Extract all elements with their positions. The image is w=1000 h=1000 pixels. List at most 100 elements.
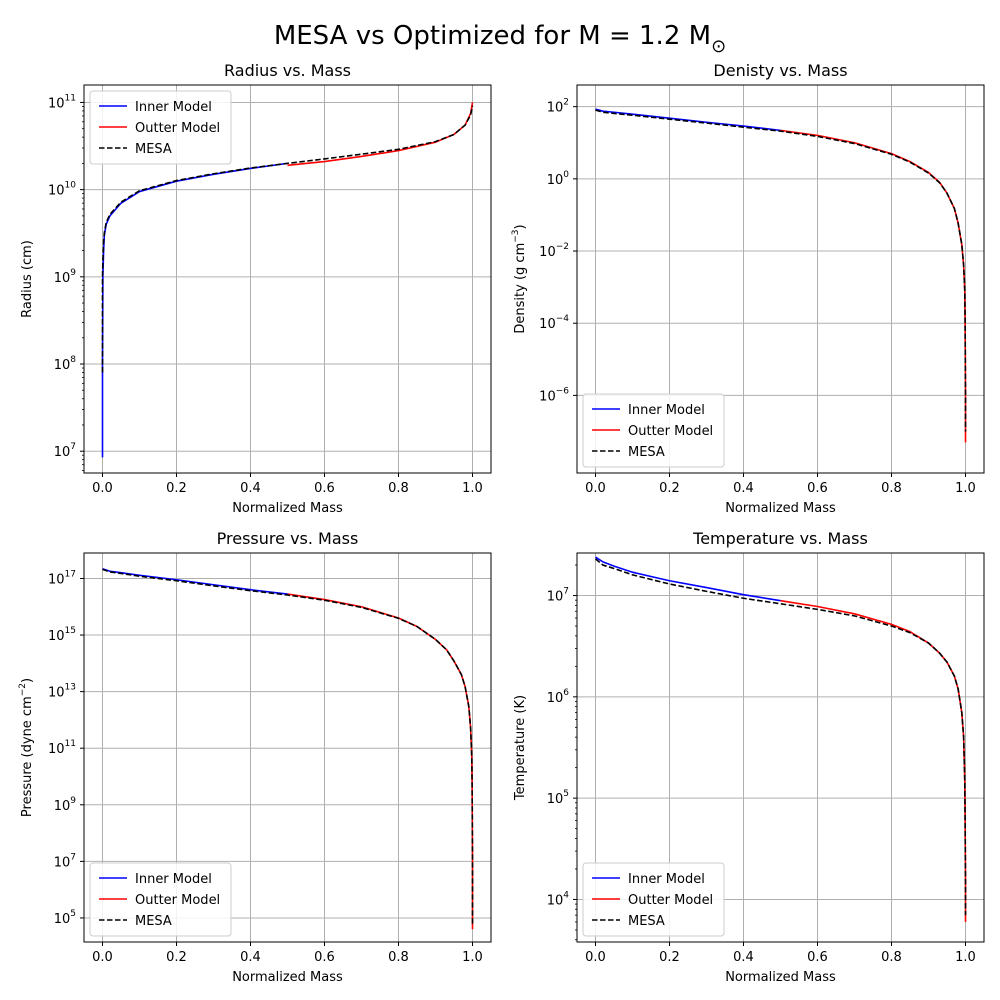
x-tick-label: 0.6: [807, 950, 828, 965]
y-tick-exponent: 4: [563, 890, 569, 900]
y-tick-label: 10−6: [539, 386, 569, 404]
y-axis-label-text: Pressure (dyne cm: [20, 696, 35, 817]
y-tick-exponent: 9: [70, 268, 76, 278]
y-axis-label-close: ): [20, 678, 35, 683]
subplot-temperature-vs-mass: Temperature vs. Mass 0.0 0.2 0.4 0.6 0.8 1.0 10…: [513, 529, 985, 985]
y-tick-label: 1011: [48, 93, 76, 111]
y-tick-base: 10: [547, 792, 564, 807]
x-tick-label: 0.6: [314, 481, 335, 496]
x-tick-label: 1.0: [462, 950, 483, 965]
x-tick-label: 0.8: [881, 481, 902, 496]
legend-label-inner-model: Inner Model: [135, 872, 212, 887]
x-tick-label: 0.4: [240, 950, 261, 965]
y-tick-label: 109: [54, 796, 77, 814]
legend-box: [89, 862, 232, 937]
y-tick-exponent: 7: [70, 442, 76, 452]
legend-label-inner-model: Inner Model: [628, 872, 705, 887]
y-tick-label: 104: [547, 890, 570, 908]
legend-box: [582, 393, 725, 468]
y-tick-base: 10: [54, 358, 71, 373]
y-tick-base: 10: [48, 742, 65, 757]
y-tick-exponent: 13: [65, 683, 76, 693]
y-tick-base: 10: [547, 101, 564, 116]
series-line-outter-model: [780, 599, 967, 922]
y-axis-label: Density (g cm−3): [511, 224, 528, 333]
figure-title: MESA vs Optimized for M = 1.2 M⊙: [274, 21, 726, 57]
y-tick-exponent: −2: [556, 242, 569, 252]
series-line-inner-model: [101, 162, 288, 458]
y-tick-label: 10−2: [539, 242, 569, 260]
y-tick-base: 10: [48, 572, 65, 587]
x-axis-label: Normalized Mass: [232, 501, 343, 516]
x-tick-label: 0.6: [314, 950, 335, 965]
y-tick-label: 106: [547, 688, 570, 706]
x-tick-label: 0.2: [659, 481, 680, 496]
legend-label-outter-model: Outter Model: [135, 121, 220, 136]
y-tick-base: 10: [547, 691, 564, 706]
y-tick-base: 10: [539, 317, 556, 332]
x-tick-label: 0.0: [92, 950, 113, 965]
y-tick-label: 1011: [48, 739, 76, 757]
x-tick-label: 0.4: [240, 481, 261, 496]
y-tick-exponent: −4: [556, 314, 570, 324]
y-axis-label-exponent: −3: [511, 229, 521, 242]
y-tick-label: 107: [54, 852, 76, 870]
y-tick-exponent: 7: [70, 852, 76, 862]
y-tick-exponent: 0: [563, 170, 569, 180]
x-tick-label: 0.2: [659, 950, 680, 965]
y-tick-label: 105: [54, 909, 76, 927]
x-axis-label: Normalized Mass: [725, 970, 836, 985]
legend-label-mesa: MESA: [135, 914, 172, 929]
y-tick-base: 10: [48, 184, 65, 199]
y-axis-label: Temperature (K): [513, 695, 528, 801]
legend-label-mesa: MESA: [628, 914, 665, 929]
y-axis-label-text: Temperature (K): [513, 695, 528, 801]
y-tick-base: 10: [539, 389, 556, 404]
x-tick-label: 1.0: [955, 481, 976, 496]
legend: Inner Model Outter Model MESA: [582, 862, 725, 937]
y-tick-base: 10: [547, 590, 564, 605]
plot-title: Pressure vs. Mass: [217, 529, 359, 548]
y-tick-label: 108: [54, 355, 77, 373]
y-tick-exponent: 5: [563, 789, 569, 799]
plot-frame: [576, 84, 985, 474]
y-tick-base: 10: [54, 799, 71, 814]
legend-label-inner-model: Inner Model: [628, 403, 705, 418]
y-tick-label: 1015: [48, 626, 76, 644]
y-axis-label: Radius (cm): [20, 240, 35, 318]
x-tick-label: 0.8: [388, 481, 409, 496]
y-tick-base: 10: [48, 629, 65, 644]
plot-frame: [83, 552, 492, 943]
y-tick-label: 109: [54, 268, 77, 286]
y-axis-label-close: ): [513, 224, 528, 229]
x-tick-label: 0.2: [166, 481, 187, 496]
y-tick-base: 10: [54, 445, 71, 460]
y-tick-base: 10: [48, 96, 65, 111]
y-tick-exponent: 15: [65, 626, 76, 636]
y-tick-label: 1010: [48, 181, 76, 199]
y-axis-label: Pressure (dyne cm−2): [18, 678, 35, 817]
y-tick-label: 1013: [48, 683, 76, 701]
y-axis-label-text: Radius (cm): [20, 240, 35, 318]
series-line-mesa: [594, 558, 967, 916]
y-axis-label-exponent: −2: [18, 683, 28, 696]
x-tick-label: 0.8: [881, 950, 902, 965]
y-tick-base: 10: [539, 245, 556, 260]
series-line-inner-model: [595, 556, 781, 602]
y-tick-base: 10: [547, 893, 564, 908]
y-tick-base: 10: [54, 855, 71, 870]
legend: Inner Model Outter Model MESA: [89, 862, 232, 937]
plot-title: Temperature vs. Mass: [692, 529, 868, 548]
legend-label-inner-model: Inner Model: [135, 100, 212, 115]
y-tick-base: 10: [547, 173, 564, 188]
y-tick-label: 105: [547, 789, 569, 807]
series-line-mesa: [595, 109, 967, 432]
series-line-inner-model: [102, 568, 288, 595]
y-tick-label: 100: [547, 170, 570, 188]
plot-title: Denisty vs. Mass: [713, 61, 847, 80]
x-axis-label: Normalized Mass: [725, 501, 836, 516]
x-tick-label: 1.0: [462, 481, 483, 496]
